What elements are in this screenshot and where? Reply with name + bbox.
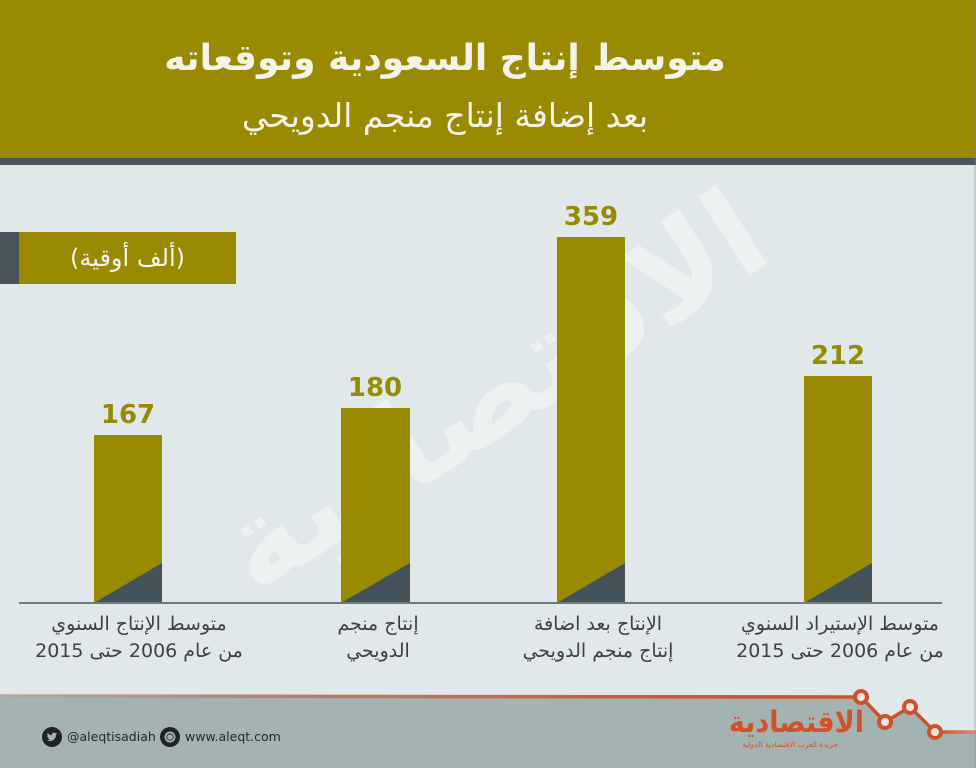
bar-shade <box>94 563 162 603</box>
bar-value-2: 180 <box>347 373 403 403</box>
x-axis-baseline <box>19 602 942 604</box>
website-text: www.aleqt.com <box>185 729 281 744</box>
footer-band <box>0 689 976 768</box>
bar-1 <box>94 435 162 603</box>
trend-nodes <box>853 689 943 740</box>
header-divider <box>0 158 976 165</box>
unit-label-tab <box>0 232 19 284</box>
logo-wordmark: الاقتصادية <box>728 705 865 740</box>
twitter-handle: @aleqtisadiah <box>42 727 156 747</box>
bar-4 <box>804 376 872 603</box>
category-label-line2: الدويحي <box>346 640 410 662</box>
twitter-icon <box>42 727 62 747</box>
bar-2 <box>341 408 410 603</box>
bar-shade <box>341 563 410 603</box>
bar-value-1: 167 <box>100 400 156 430</box>
bar-shade <box>804 563 872 603</box>
unit-label: (ألف أوقية) <box>69 244 186 272</box>
unit-label-box: (ألف أوقية) <box>0 232 236 284</box>
category-label-3: الإنتاج بعد اضافة إنتاج منجم الدويحي <box>478 611 718 665</box>
globe-icon <box>160 727 180 747</box>
category-label-line1: متوسط الإنتاج السنوي <box>51 613 227 635</box>
bar-value-4: 212 <box>810 341 866 371</box>
publisher-logo: الاقتصادية جريدة العرب الاقتصادية الدولي… <box>728 705 865 750</box>
twitter-handle-text: @aleqtisadiah <box>67 729 156 744</box>
category-label-1: متوسط الإنتاج السنوي من عام 2006 حتى 201… <box>19 611 259 665</box>
website-link: www.aleqt.com <box>160 727 281 747</box>
page-title: متوسط إنتاج السعودية وتوقعاته <box>164 38 726 79</box>
category-label-line2: إنتاج منجم الدويحي <box>522 640 674 662</box>
header-banner <box>0 0 976 158</box>
page-subtitle: بعد إضافة إنتاج منجم الدويحي <box>241 96 649 135</box>
category-label-line2: من عام 2006 حتى 2015 <box>736 640 944 662</box>
category-label-line1: الإنتاج بعد اضافة <box>533 613 663 635</box>
watermark: الاقتصادية <box>193 162 793 622</box>
bar-3 <box>557 237 625 603</box>
logo-tagline: جريدة العرب الاقتصادية الدولية <box>741 740 838 749</box>
page-edge <box>974 0 976 768</box>
category-label-line2: من عام 2006 حتى 2015 <box>35 640 243 662</box>
bar-value-3: 359 <box>563 202 619 232</box>
category-label-line1: متوسط الإستيراد السنوي <box>741 613 939 635</box>
category-label-4: متوسط الإستيراد السنوي من عام 2006 حتى 2… <box>720 611 960 665</box>
category-label-2: إنتاج منجم الدويحي <box>258 611 498 665</box>
bar-shade <box>557 563 625 603</box>
category-label-line1: إنتاج منجم <box>337 613 419 635</box>
